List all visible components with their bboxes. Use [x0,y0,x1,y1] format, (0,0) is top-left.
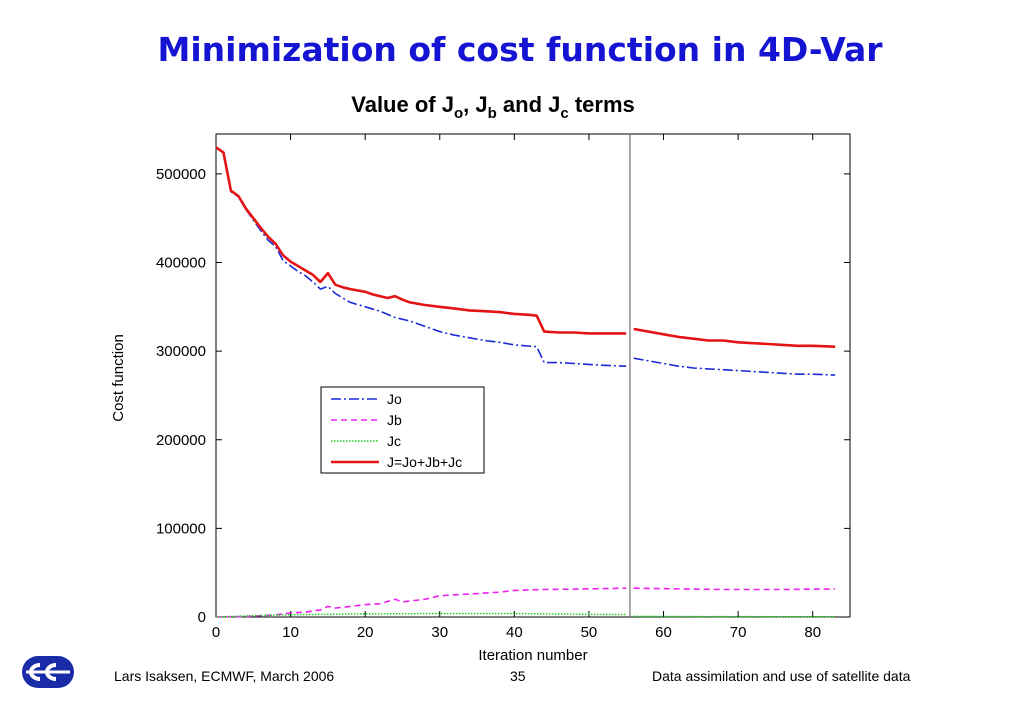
x-tick-label: 50 [581,624,598,641]
series-line-jb-segment-2 [633,587,836,591]
legend-label: Jo [387,391,402,407]
series-line-j-jo-jb-jc-segment-1 [215,146,627,335]
footer-page-number: 35 [510,668,526,684]
series-line-jo-segment-1 [215,146,627,367]
x-tick-label: 0 [212,624,220,641]
legend-label: J=Jo+Jb+Jc [387,454,462,470]
x-tick-label: 40 [506,624,523,641]
ecmwf-logo-icon [22,656,74,693]
x-axis-label: Iteration number [478,647,587,664]
x-tick-label: 80 [804,624,821,641]
footer-author: Lars Isaksen, ECMWF, March 2006 [114,668,335,684]
y-tick-label: 100000 [156,520,206,537]
chart-title-sub-b: b [488,105,497,122]
y-tick-label: 400000 [156,255,206,272]
legend-label: Jb [387,412,402,428]
series-line-jc-segment-1 [215,612,627,618]
chart-title-part-3: and J [497,92,561,117]
chart-title-sub-o: o [454,105,463,122]
chart-title-part-1: Value of J [351,92,454,117]
x-tick-label: 70 [730,624,747,641]
x-tick-label: 30 [431,624,448,641]
series-line-j-jo-jb-jc-segment-2 [633,327,836,348]
y-tick-label: 500000 [156,166,206,183]
y-tick-label: 200000 [156,432,206,449]
series-line-jb-segment-1 [215,587,627,618]
chart-title: Value of Jo, Jb and Jc terms [351,92,635,122]
series-line-jo-segment-2 [633,357,836,376]
chart-title-part-4: terms [569,92,635,117]
legend-box [320,386,485,474]
chart-title-part-2: , J [463,92,487,117]
x-tick-label: 20 [357,624,374,641]
y-tick-label: 0 [198,609,206,626]
plot-frame [215,133,851,618]
slide-title: Minimization of cost function in 4D-Var [157,30,883,69]
x-tick-label: 60 [655,624,672,641]
x-tick-label: 10 [282,624,299,641]
legend-label: Jc [387,433,401,449]
y-axis-label: Cost function [110,334,127,422]
footer-subtitle: Data assimilation and use of satellite d… [652,668,911,684]
plot-area: 0 10 20 30 40 50 60 70 80 0 100000 200000 300000 4000… [156,133,851,641]
y-tick-label: 300000 [156,343,206,360]
chart-title-sub-c: c [560,105,568,122]
